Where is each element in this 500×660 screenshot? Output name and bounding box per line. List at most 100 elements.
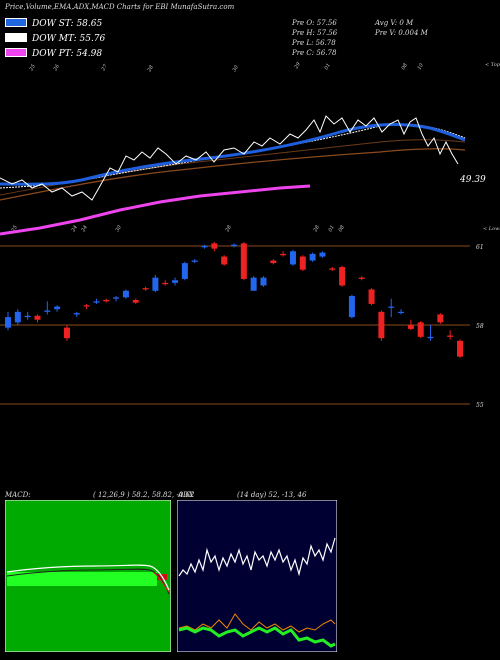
candle-body: [368, 289, 375, 304]
macd-histogram: [7, 572, 167, 586]
bottom-tick-label: 01: [328, 224, 336, 233]
top-tick-label: 26: [52, 63, 61, 73]
candle-body: [457, 340, 463, 357]
candle-body: [240, 243, 247, 279]
candle-body: [221, 256, 228, 265]
candle-body: [407, 325, 414, 329]
candle-body: [388, 306, 395, 308]
macd-line: [6, 564, 170, 591]
candle-body: [378, 311, 385, 339]
top-tick-label: 08: [401, 62, 409, 71]
candle-body: [152, 277, 159, 291]
candle-body: [113, 297, 120, 299]
macd-panel: [5, 500, 171, 652]
legend-label-pt: DOW PT: 54.98: [32, 49, 103, 59]
legend-dow-mt: DOW MT: 55.76: [5, 33, 105, 45]
minus-di-line: [178, 626, 336, 648]
candle-body: [54, 306, 61, 310]
top-tick-label: 25: [28, 63, 37, 72]
candle-body: [93, 301, 100, 303]
candle-body: [260, 277, 267, 286]
candle-body: [319, 252, 326, 257]
candle-body: [44, 310, 51, 312]
ema-short-line: [0, 123, 466, 186]
candle-body: [250, 277, 257, 291]
legend-swatch-st: [5, 18, 27, 27]
macd-signal-line-red: [152, 571, 170, 593]
candle-body: [191, 260, 198, 262]
candle-panel: 61 58 55: [0, 242, 484, 409]
bottom-tick-label: 30: [115, 224, 124, 233]
candle-body: [132, 299, 139, 303]
adx-line: [178, 537, 336, 577]
adx-params: (14 day) 52, -13, 46: [237, 491, 307, 499]
tops-axis-note: < Tops: [485, 62, 500, 68]
ema-long-line: [0, 148, 466, 201]
top-tick-label: 01: [324, 62, 332, 71]
top-tick-label: 27: [100, 63, 109, 73]
candle-body: [280, 253, 287, 256]
top-tick-label: 30: [232, 64, 241, 73]
candle-body: [339, 267, 346, 286]
candle-body: [201, 246, 208, 248]
candle-body: [63, 327, 70, 339]
candle-body: [309, 253, 316, 261]
adx-panel: [177, 500, 337, 652]
plus-di-line: [178, 613, 336, 633]
ohlc-close: Pre C: 56.78: [292, 49, 337, 57]
macd-signal-line: [6, 568, 170, 595]
candle-body: [398, 311, 405, 314]
bottom-tick-labels: 25 24 24 30 28 28 01 08: [10, 224, 346, 234]
top-tick-labels: 25 26 27 28 30 29 01 08 10: [28, 61, 425, 74]
lows-axis-note: < Lows: [483, 226, 500, 232]
candle-body: [142, 288, 149, 290]
ohlc-open: Pre O: 57.56: [292, 19, 337, 27]
bottom-tick-label: 28: [224, 224, 233, 233]
candle-body: [181, 263, 188, 279]
legend-dow-st: DOW ST: 58.65: [5, 18, 102, 30]
bottom-tick-label: 24: [70, 224, 79, 233]
candle-body: [270, 260, 277, 264]
top-tick-label: 28: [146, 64, 155, 73]
macd-title: MACD:: [5, 491, 31, 499]
candle-body: [358, 277, 365, 279]
candle-body: [5, 317, 11, 328]
candle-body: [348, 296, 355, 318]
candle-body: [122, 290, 129, 298]
price-line: [0, 115, 459, 201]
bottom-tick-label: 24: [80, 224, 89, 233]
candle-body: [24, 315, 31, 318]
top-tick-label: 29: [293, 61, 302, 71]
macd-params: ( 12,26,9 ) 58.2, 58.82, -0.62: [93, 491, 195, 499]
candle-y-label: 55: [476, 402, 484, 409]
top-tick-label: 10: [417, 62, 426, 71]
chart-title: Price,Volume,EMA,ADX,MACD Charts for EBI…: [5, 3, 235, 11]
legend-dow-pt: DOW PT: 54.98: [5, 48, 102, 60]
legend-swatch-mt: [5, 33, 27, 42]
bottom-tick-label: 28: [312, 224, 321, 233]
ohlc-high: Pre H: 57.56: [292, 29, 338, 37]
candle-body: [427, 336, 434, 339]
candle-body: [34, 315, 41, 320]
candle-body: [299, 256, 306, 270]
legend-swatch-pt: [5, 48, 27, 57]
candle-body: [103, 299, 110, 302]
candle-body: [329, 268, 336, 270]
macd-hist-area: [7, 572, 157, 586]
candles: [5, 242, 463, 358]
bottom-tick-label: 25: [10, 224, 19, 233]
candle-body: [211, 243, 218, 249]
dow-pt-line: [0, 184, 311, 236]
candle-y-label: 61: [476, 244, 484, 251]
candle-body: [162, 282, 169, 285]
candle-body: [437, 314, 444, 323]
candle-y-label: 58: [476, 323, 484, 330]
candle-body: [172, 280, 179, 283]
prev-volume: Pre V: 0.004 M: [375, 29, 428, 37]
candle-body: [231, 244, 237, 247]
candle-y-labels: 61 58 55: [476, 244, 484, 409]
candle-body: [73, 313, 80, 315]
candle-body: [14, 311, 21, 323]
avg-volume: Avg V: 0 M: [375, 19, 414, 27]
